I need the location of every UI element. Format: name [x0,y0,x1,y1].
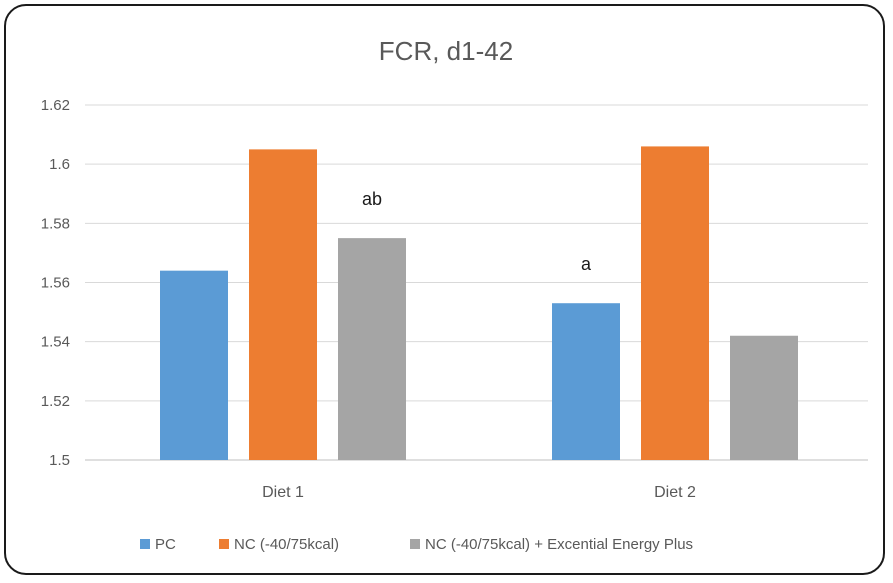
legend: PC NC (-40/75kcal) NC (-40/75kcal) + Excen… [140,536,693,553]
y-axis-ticks: 1.5 1.52 1.54 1.56 1.58 1.6 1.62 [41,97,70,469]
x-category-label: Diet 2 [654,484,696,501]
bar [730,335,798,460]
legend-swatch [410,539,420,549]
chart-title: FCR, d1-42 [379,36,513,66]
legend-label: PC [155,536,176,553]
y-tick-label: 1.56 [41,275,70,292]
bar [641,146,709,460]
legend-swatch [140,539,150,549]
bar [552,303,620,460]
x-axis-labels: Diet 1 Diet 2 [262,484,696,501]
legend-swatch [219,539,229,549]
legend-label: NC (-40/75kcal) + Excential Energy Plus [425,536,693,553]
y-tick-label: 1.54 [41,334,70,351]
x-category-label: Diet 1 [262,484,304,501]
y-tick-label: 1.52 [41,393,70,410]
y-tick-label: 1.62 [41,97,70,114]
significance-label: ab [362,189,382,209]
y-tick-label: 1.5 [49,452,70,469]
bar [338,238,406,460]
bar [249,149,317,460]
annotations: ab a [362,189,592,274]
y-tick-label: 1.58 [41,215,70,232]
legend-label: NC (-40/75kcal) [234,536,339,553]
bar [160,270,228,460]
chart-frame [4,4,885,575]
bars [160,146,798,460]
significance-label: a [581,254,592,274]
y-tick-label: 1.6 [49,156,70,173]
